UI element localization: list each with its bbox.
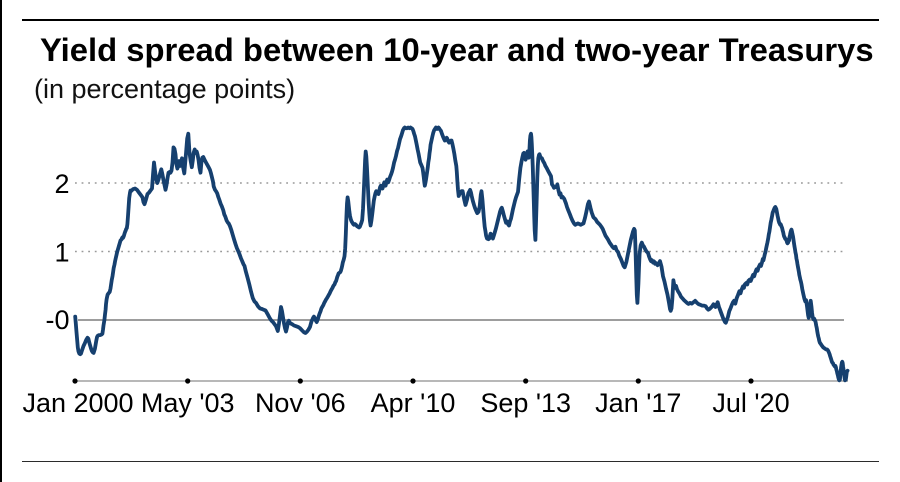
svg-text:Nov '06: Nov '06 bbox=[255, 388, 346, 418]
svg-text:Jan '17: Jan '17 bbox=[595, 388, 681, 418]
svg-text:1: 1 bbox=[54, 238, 69, 268]
svg-text:-0: -0 bbox=[45, 305, 69, 335]
svg-text:Jul '20: Jul '20 bbox=[712, 388, 789, 418]
svg-text:Jan 2000: Jan 2000 bbox=[22, 388, 133, 418]
svg-text:Apr '10: Apr '10 bbox=[371, 388, 456, 418]
svg-text:Sep '13: Sep '13 bbox=[480, 388, 571, 418]
svg-text:2: 2 bbox=[54, 169, 69, 199]
svg-text:May '03: May '03 bbox=[141, 388, 235, 418]
